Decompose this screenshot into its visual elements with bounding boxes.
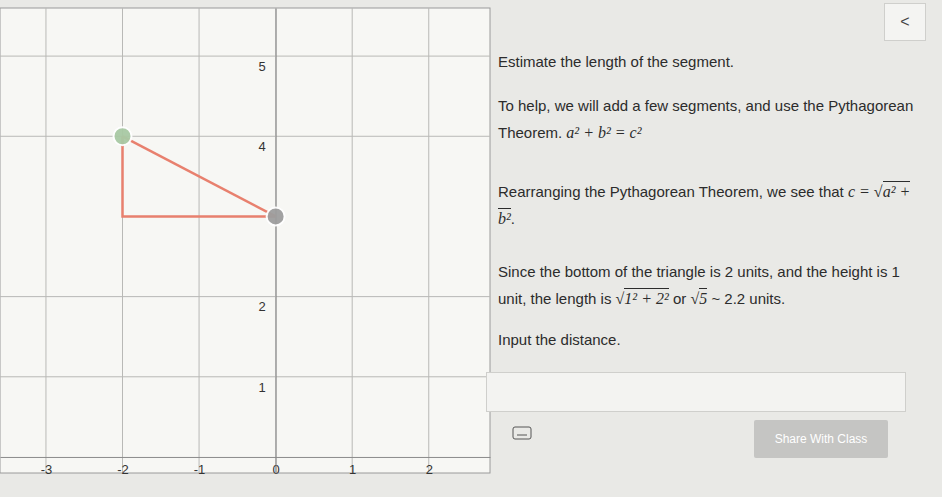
segment (123, 136, 276, 216)
grid-line (428, 8, 429, 473)
plot: -3-2-10121245 (0, 8, 491, 477)
share-button[interactable]: Share With Class (754, 420, 888, 458)
text: . (511, 210, 515, 227)
radical: √5 (690, 288, 707, 307)
tick: 2 (426, 457, 433, 477)
tick-label: 5 (258, 59, 265, 74)
grid-line (0, 296, 490, 297)
axis-line (276, 9, 277, 474)
grid-line (199, 8, 200, 473)
tick-label: 1 (349, 462, 356, 477)
tick-label: -1 (194, 462, 206, 477)
paragraph: Rearranging the Pythagorean Theorem, we … (498, 178, 918, 232)
keyboard-icon[interactable] (512, 426, 532, 440)
tick: 2 (258, 297, 275, 314)
tick-label: 2 (426, 462, 433, 477)
y-axis: 1 2 4 5 (258, 9, 276, 474)
tick: 4 (258, 137, 275, 154)
plot-frame (0, 8, 490, 473)
grid-line (275, 8, 276, 473)
back-button[interactable]: < (884, 3, 926, 41)
keyboard-outline (513, 427, 531, 439)
paragraph: Estimate the length of the segment. (498, 48, 918, 75)
grid-line (0, 136, 490, 137)
tick: -2 (117, 457, 129, 477)
text: ~ 2.2 units. (707, 290, 785, 307)
paragraph: Input the distance. (498, 326, 918, 353)
tick-label: 4 (258, 139, 265, 154)
text: Rearranging the Pythagorean Theorem, we … (498, 183, 848, 200)
formula: c = (848, 183, 874, 200)
tick-label: -3 (41, 462, 53, 477)
text: Estimate the length of the segment. (498, 53, 734, 70)
paragraph: Since the bottom of the triangle is 2 un… (498, 258, 918, 312)
tick: 1 (349, 457, 356, 477)
axis-line (1, 457, 491, 458)
radicand: 5 (699, 288, 707, 307)
radicand: 1² + 2² (624, 288, 668, 307)
point[interactable] (114, 127, 132, 145)
tick-label: -2 (117, 462, 129, 477)
formula: a² + b² = c² (566, 124, 641, 141)
answer-input[interactable] (486, 372, 906, 412)
grid-y (0, 56, 490, 377)
text: or (669, 290, 691, 307)
radical-sign: √ (690, 290, 699, 307)
grid-line (352, 8, 353, 473)
point[interactable] (267, 207, 285, 225)
text: Input the distance. (498, 331, 621, 348)
grid-line (45, 8, 46, 473)
tick: 1 (258, 377, 275, 394)
tick: -3 (41, 457, 53, 477)
grid-line (122, 8, 123, 473)
segment (123, 136, 276, 216)
grid-line (0, 56, 490, 57)
tick-label: 1 (258, 380, 265, 395)
paragraph: To help, we will add a few segments, and… (498, 92, 918, 146)
x-axis: -3-2-1012 (1, 457, 491, 477)
radical: √1² + 2² (616, 288, 669, 307)
marks (114, 127, 285, 225)
radical-sign: √ (874, 183, 883, 200)
tick: -1 (194, 457, 206, 477)
grid-line (0, 376, 490, 377)
tick: 5 (258, 57, 275, 74)
tick-label: 2 (258, 299, 265, 314)
grid-x (46, 8, 429, 473)
text: To help, we will add a few segments, and… (498, 97, 913, 141)
keyboard-key (517, 435, 527, 436)
